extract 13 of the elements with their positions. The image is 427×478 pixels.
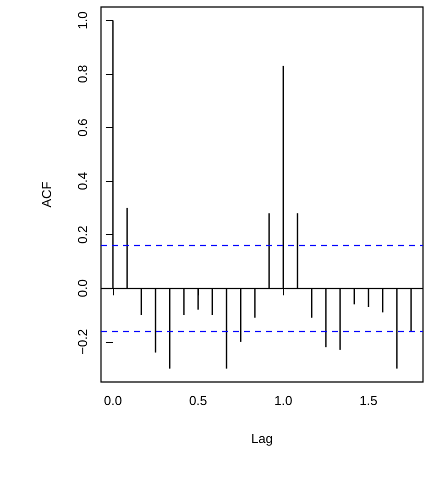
x-tick-label: 0.5 [189, 393, 208, 408]
y-tick-label: 0.6 [75, 118, 90, 137]
x-axis-title: Lag [251, 431, 273, 446]
x-tick-label: 0.0 [104, 393, 122, 408]
y-tick-label: 0.4 [75, 172, 90, 190]
y-tick-label: 0.0 [75, 279, 90, 298]
y-tick-label: 0.2 [75, 226, 90, 244]
y-tick-label: 1.0 [75, 11, 90, 30]
y-tick-label: −0.2 [75, 328, 90, 355]
y-axis-title: ACF [39, 181, 54, 208]
y-tick-label: 0.8 [75, 64, 90, 84]
x-tick-label: 1.5 [359, 393, 378, 408]
x-tick-label: 1.0 [274, 393, 292, 408]
